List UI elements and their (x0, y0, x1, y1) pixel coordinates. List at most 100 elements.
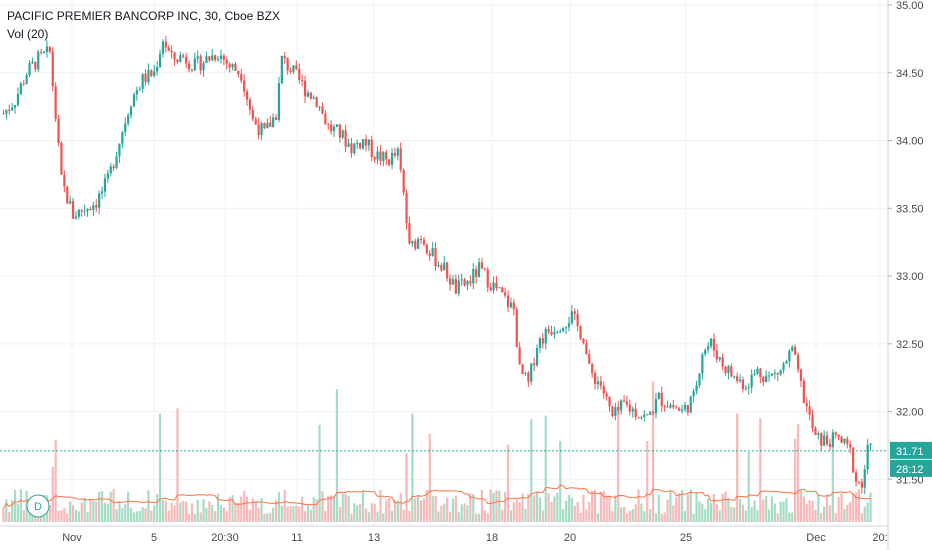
volume-bar (846, 505, 849, 522)
candle-body (854, 472, 858, 482)
volume-bar (231, 495, 234, 522)
candle-body (837, 434, 840, 437)
candle-body (538, 338, 542, 348)
volume-bar (521, 493, 524, 522)
candle-body (359, 143, 362, 149)
candle-body (475, 268, 478, 278)
candle-body (243, 80, 246, 92)
logo-circle (26, 494, 50, 518)
volume-bar (770, 496, 774, 522)
candle-body (709, 338, 713, 347)
y-axis[interactable]: 35.00 34.50 34.00 33.50 33.00 32.50 32.00 31.50 (887, 0, 924, 550)
candle-body (135, 90, 138, 95)
volume-bar (556, 492, 559, 522)
candle-body (541, 338, 544, 344)
volume-bar (738, 499, 742, 522)
candle-body (773, 372, 776, 374)
volume-bar (350, 513, 353, 522)
volume-bar (176, 408, 179, 522)
candle-body (509, 302, 513, 308)
volume-bar (411, 413, 414, 522)
candle-body (60, 142, 63, 175)
volume-bar (100, 491, 104, 522)
candle-body (153, 71, 156, 76)
candle-body (98, 193, 101, 208)
candle-body (625, 401, 629, 405)
volume-bar (785, 498, 788, 522)
volume-bar (385, 499, 388, 522)
candle-body (289, 70, 292, 72)
volume-bar (98, 491, 101, 522)
volume-indicator-label[interactable]: Vol (20) (7, 27, 49, 41)
candle-body (54, 86, 57, 120)
candle-body (382, 152, 385, 162)
volume-bar (614, 495, 617, 522)
volume-bar (727, 497, 730, 522)
volume-bar (593, 489, 597, 522)
candle-body (274, 117, 278, 121)
volume-bar (791, 512, 794, 522)
volume-bar (535, 491, 539, 522)
candle-body (399, 148, 402, 170)
volume-bar (518, 502, 521, 522)
volume-bar (730, 507, 733, 522)
volume-bar (857, 489, 861, 522)
candle-body (504, 292, 507, 296)
candle-body (564, 327, 568, 329)
candles (2, 35, 872, 495)
candle-body (419, 238, 423, 240)
candle-body (187, 63, 191, 70)
volume-bar (332, 495, 336, 522)
candle-body (463, 279, 466, 286)
candle-body (660, 392, 663, 407)
volume-bar (599, 491, 602, 522)
volume-bar (860, 513, 863, 522)
candle-body (736, 376, 739, 382)
candle-body (379, 151, 382, 162)
volume-bar (477, 513, 481, 522)
candle-body (640, 417, 643, 419)
volume-bar (158, 413, 162, 522)
volume-ma-line (3, 484, 871, 509)
volume-bar (219, 505, 223, 522)
volume-bar (817, 494, 820, 522)
candle-body (277, 83, 281, 121)
candle-body (715, 350, 718, 360)
candle-body (628, 404, 631, 412)
volume-bar (762, 499, 765, 522)
candle-body (434, 247, 437, 267)
logo[interactable]: D (26, 494, 50, 518)
candle-body (283, 55, 286, 59)
volume-bar (121, 508, 124, 522)
volume-bar (292, 506, 295, 522)
volume-bar (814, 509, 817, 522)
candle-body (31, 61, 34, 64)
candle-body (518, 347, 521, 365)
x-axis[interactable]: Nov 5 20:30 11 13 18 20 25 Dec 20: (0, 525, 888, 544)
volume-bar (448, 511, 452, 522)
volume-bar (692, 513, 695, 522)
volume-bar (190, 503, 194, 522)
volume-bar (837, 497, 840, 522)
candle-body (649, 412, 652, 415)
volume-bar (19, 489, 22, 522)
candle-body (808, 406, 811, 415)
volume-bar (428, 433, 431, 522)
candle-body (240, 73, 243, 81)
candle-body (89, 208, 92, 211)
countdown-badge-bg (890, 459, 932, 477)
volume-bar (788, 512, 791, 522)
volume-bar (382, 513, 385, 522)
candle-body (550, 331, 553, 335)
volume-bar (759, 418, 762, 522)
candle-body (637, 417, 640, 419)
volume-bar (289, 506, 292, 522)
candle-body (834, 432, 837, 435)
volume-bar (260, 498, 263, 522)
candle-body (324, 113, 327, 125)
candle-body (254, 119, 257, 125)
candle-body (643, 414, 646, 418)
candle-body (315, 97, 318, 107)
